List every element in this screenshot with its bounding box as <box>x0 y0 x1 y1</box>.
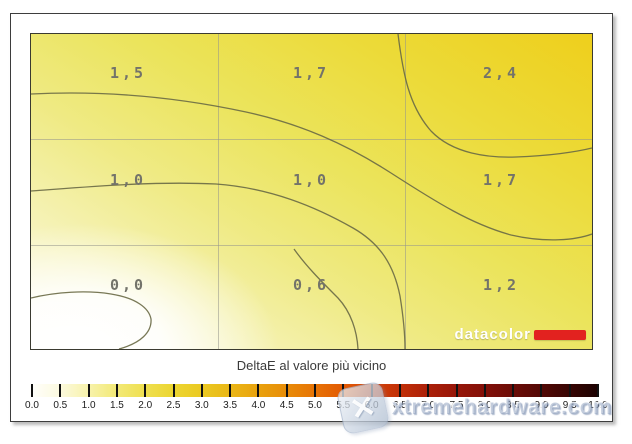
contour-level-0.5 <box>31 291 152 349</box>
colorbar-tick-label: 4.5 <box>279 400 294 411</box>
colorbar-tick-label: 3.5 <box>223 400 238 411</box>
colorbar-tick <box>597 384 599 397</box>
grid-line-horizontal-1 <box>31 139 592 140</box>
color-scale-tick-labels: 0.0 0.5 1.0 1.5 2.0 2.5 3.0 3.5 4.0 4.5 5.0 5.5 6.0 6… <box>25 400 608 412</box>
colorbar-tick <box>144 384 147 397</box>
contour-level-1.5 <box>31 92 592 241</box>
colorbar-tick-label: 1.0 <box>81 400 96 411</box>
cell-value-r3c2: 0,6 <box>292 276 330 294</box>
colorbar-tick <box>342 384 345 397</box>
colorbar-tick <box>172 384 175 397</box>
colorbar-tick <box>31 384 33 397</box>
deltae-contour-plot: 1,5 1,7 2,4 1,0 1,0 1,7 0,0 0,6 1,2 data… <box>30 33 593 350</box>
colorbar-tick <box>455 384 458 397</box>
colorbar-tick <box>512 384 515 397</box>
chart-title: DeltaE al valore più vicino <box>236 358 387 373</box>
colorbar-tick-label: 7.5 <box>449 400 464 411</box>
cell-value-r1c1: 1,5 <box>109 64 147 82</box>
colorbar-tick <box>540 384 543 397</box>
colorbar-tick-label: 8.5 <box>506 400 521 411</box>
colorbar-tick-label: 6.0 <box>364 400 379 411</box>
contour-level-1.0 <box>31 182 406 349</box>
colorbar-tick <box>370 384 373 397</box>
colorbar-tick <box>285 384 288 397</box>
grid-line-horizontal-2 <box>31 245 592 246</box>
colorbar-tick <box>115 384 118 397</box>
datacolor-logo-text: datacolor <box>454 326 531 343</box>
colorbar-tick <box>427 384 430 397</box>
datacolor-logo-bar <box>534 329 586 340</box>
colorbar-tick-label: 8.0 <box>477 400 492 411</box>
colorbar-tick-label: 4.0 <box>251 400 266 411</box>
grid-line-vertical-1 <box>218 34 219 349</box>
grid-line-vertical-2 <box>405 34 406 349</box>
contour-lines <box>31 34 592 349</box>
colorbar-tick <box>568 384 571 397</box>
colorbar-tick-label: 0.5 <box>53 400 68 411</box>
cell-value-r2c1: 1,0 <box>109 171 147 189</box>
colorbar-tick-label: 3.0 <box>194 400 209 411</box>
cell-value-r3c3: 1,2 <box>482 276 520 294</box>
deltae-color-scale <box>29 384 599 397</box>
cell-value-r3c1: 0,0 <box>109 276 147 294</box>
colorbar-tick <box>87 384 90 397</box>
colorbar-tick-label: 10.0 <box>588 400 608 411</box>
colorbar-tick <box>229 384 232 397</box>
colorbar-tick <box>483 384 486 397</box>
cell-value-r2c2: 1,0 <box>292 171 330 189</box>
colorbar-tick-label: 6.5 <box>392 400 407 411</box>
colorbar-tick-label: 2.5 <box>166 400 181 411</box>
colorbar-tick <box>59 384 62 397</box>
datacolor-logo: datacolor <box>454 326 586 343</box>
contour-level-0.75 <box>293 248 359 349</box>
colorbar-tick-label: 7.0 <box>421 400 436 411</box>
colorbar-tick-label: 0.0 <box>25 400 39 411</box>
report-panel: 1,5 1,7 2,4 1,0 1,0 1,7 0,0 0,6 1,2 data… <box>10 13 613 422</box>
colorbar-tick <box>398 384 401 397</box>
colorbar-tick-label: 9.0 <box>534 400 549 411</box>
cell-value-r1c3: 2,4 <box>482 64 520 82</box>
colorbar-tick <box>257 384 260 397</box>
colorbar-tick-label: 2.0 <box>138 400 153 411</box>
colorbar-tick <box>314 384 316 397</box>
cell-value-r2c3: 1,7 <box>482 171 520 189</box>
cell-value-r1c2: 1,7 <box>292 64 330 82</box>
colorbar-tick-label: 9.5 <box>562 400 577 411</box>
colorbar-tick-label: 1.5 <box>109 400 124 411</box>
colorbar-tick-label: 5.5 <box>336 400 351 411</box>
colorbar-tick <box>200 384 203 397</box>
colorbar-tick-label: 5.0 <box>308 400 322 411</box>
contour-level-2.0 <box>397 34 592 158</box>
